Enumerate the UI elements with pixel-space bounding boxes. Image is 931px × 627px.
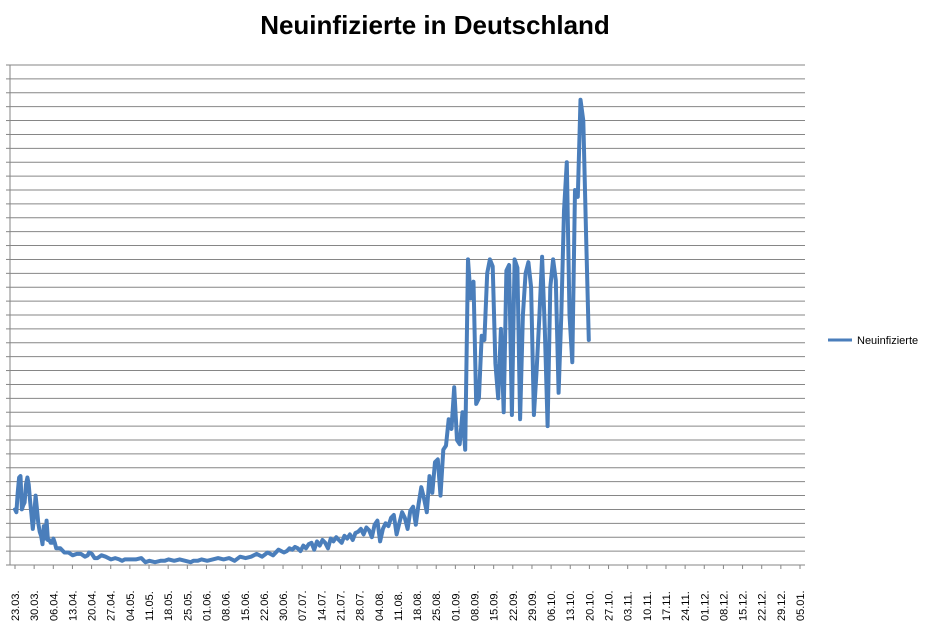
series-line-neuinfizierte: [13, 97, 591, 565]
x-tick-label: 04.05.: [125, 590, 137, 621]
x-tick-label: 27.04.: [106, 590, 118, 621]
x-tick-label: 24.11.: [680, 591, 692, 621]
x-tick-label: 03.11.: [623, 591, 635, 621]
x-tick-label: 20.04.: [87, 590, 99, 621]
x-tick-label: 01.12.: [699, 590, 711, 621]
x-tick-label: 01.09.: [450, 590, 462, 621]
x-tick-label: 22.06.: [259, 590, 271, 621]
x-tick-label: 21.07.: [335, 590, 347, 621]
legend: Neuinfizierte: [828, 335, 918, 347]
x-tick-label: 06.10.: [546, 590, 558, 621]
x-tick-label: 28.07.: [355, 590, 367, 621]
chart-title: Neuinfizierte in Deutschland: [260, 10, 610, 40]
series-layer: [13, 97, 591, 565]
x-tick-label: 25.05.: [182, 590, 194, 621]
x-tick-label: 04.08.: [374, 590, 386, 621]
x-tick-label: 20.10.: [584, 590, 596, 621]
legend-label: Neuinfizierte: [857, 335, 918, 347]
axes: [6, 64, 11, 566]
x-tick-label: 08.06.: [221, 590, 233, 621]
x-tick-label: 07.07.: [297, 590, 309, 621]
x-tick-label: 08.09.: [470, 590, 482, 621]
x-axis-ticks: 23.03. 30.03. 06.04. 13.04. 20.04. 27.04. 04.0…: [10, 565, 807, 621]
x-tick-label: 18.08.: [412, 590, 424, 621]
x-tick-label: 30.06.: [278, 590, 290, 621]
x-tick-label: 14.07.: [316, 590, 328, 621]
x-tick-label: 15.12.: [738, 590, 750, 621]
x-tick-label: 15.06.: [240, 590, 252, 621]
grid-lines: [10, 64, 805, 566]
x-tick-label: 22.09.: [508, 590, 520, 621]
x-tick-label: 22.12.: [757, 590, 769, 621]
x-tick-label: 13.04.: [67, 590, 79, 621]
x-tick-label: 25.08.: [431, 590, 443, 621]
x-tick-label: 29.09.: [527, 590, 539, 621]
x-tick-label: 01.06.: [201, 590, 213, 621]
x-tick-label: 08.12.: [718, 590, 730, 621]
x-tick-label: 11.05.: [144, 591, 156, 621]
x-tick-label: 29.12.: [776, 590, 788, 621]
x-tick-label: 05.01.: [795, 590, 807, 621]
x-tick-label: 30.03.: [29, 590, 41, 621]
x-tick-label: 11.08.: [393, 591, 405, 621]
x-tick-label: 27.10.: [604, 590, 616, 621]
x-tick-label: 13.10.: [565, 590, 577, 621]
x-tick-label: 06.04.: [48, 590, 60, 621]
x-tick-label: 15.09.: [489, 590, 501, 621]
x-tick-label: 17.11.: [661, 591, 673, 621]
x-tick-label: 18.05.: [163, 590, 175, 621]
x-tick-label: 10.11.: [642, 591, 654, 621]
x-tick-label: 23.03.: [10, 590, 22, 621]
